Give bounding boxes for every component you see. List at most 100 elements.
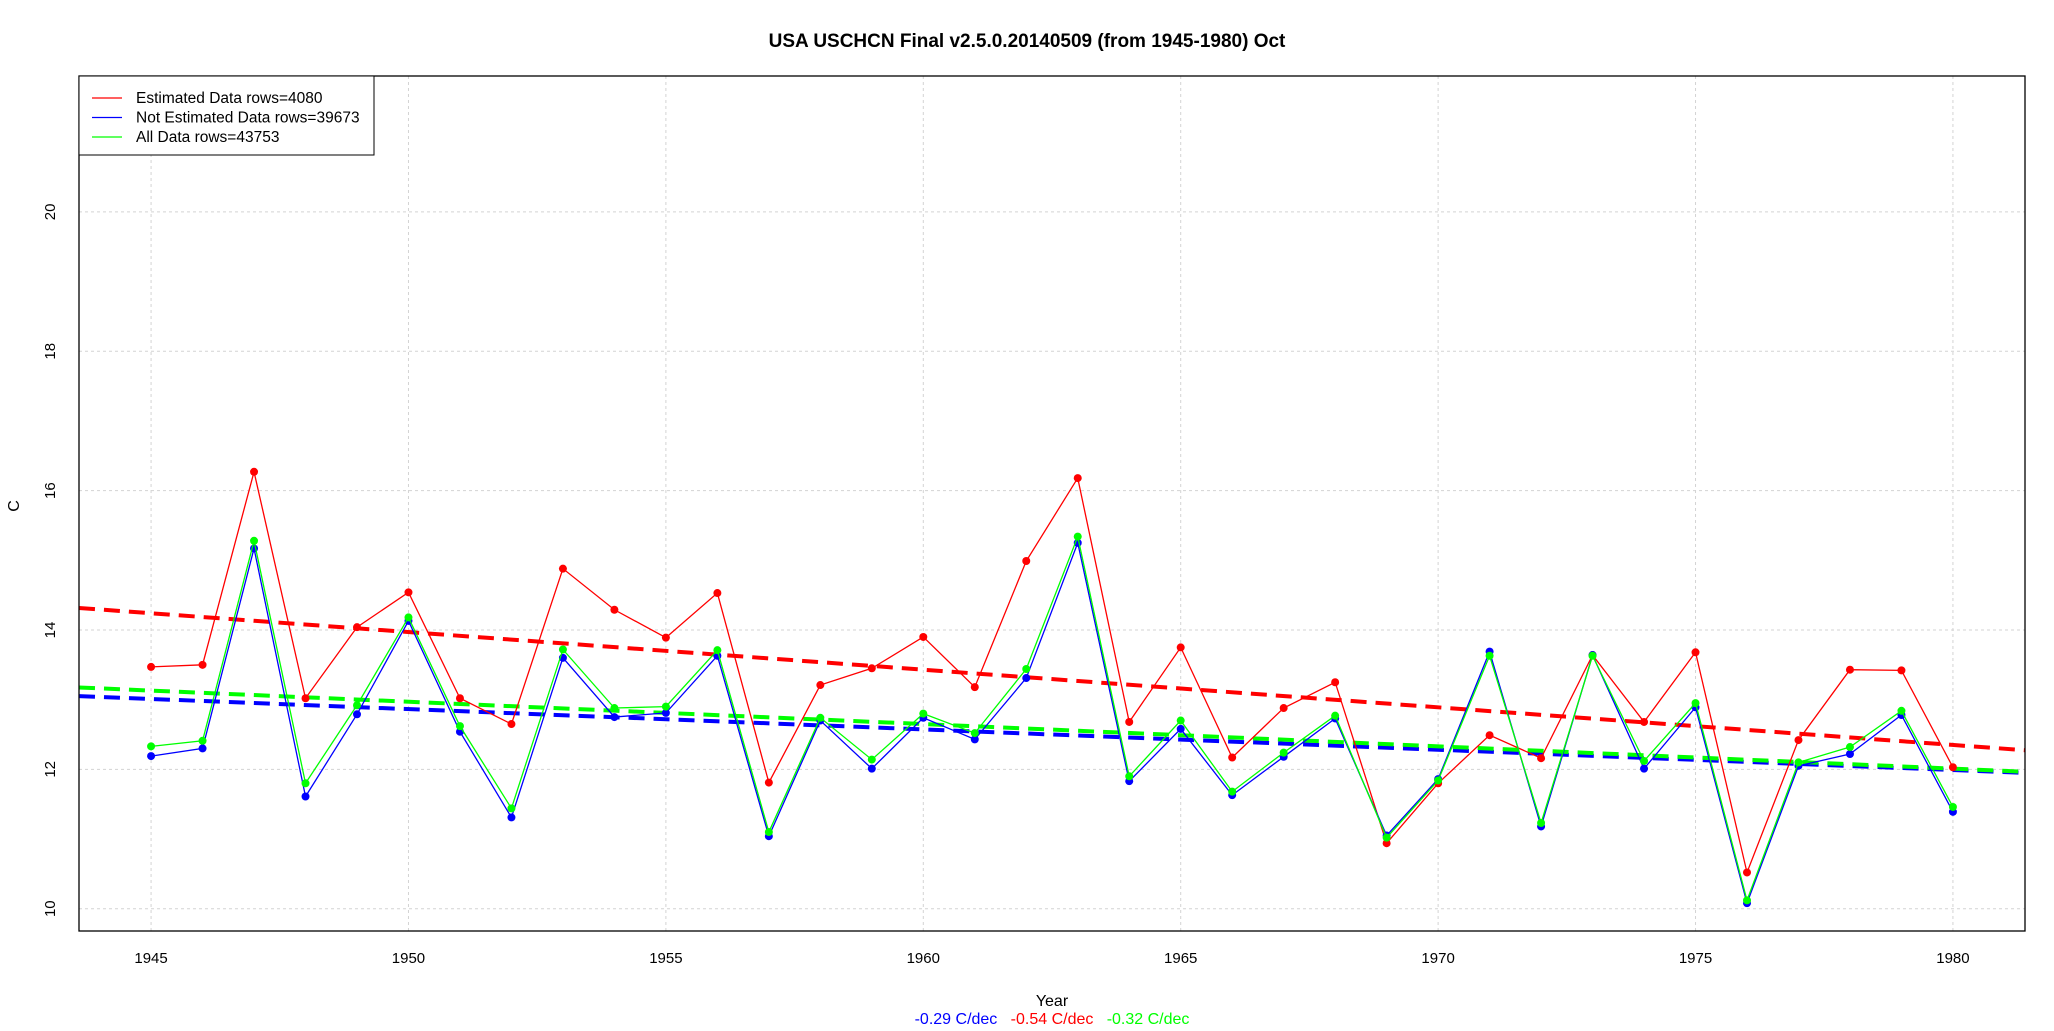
legend-label: Not Estimated Data rows=39673: [136, 110, 360, 127]
data-point: [1845, 750, 1854, 759]
data-point: [1640, 717, 1649, 726]
data-point: [1382, 839, 1391, 848]
y-tick-label: 20: [42, 204, 59, 221]
data-point: [1948, 763, 1957, 772]
y-tick-label: 16: [42, 482, 59, 499]
data-point: [661, 633, 670, 642]
x-tick-label: 1945: [134, 950, 167, 967]
data-point: [1845, 665, 1854, 674]
series-line: [150, 540, 1954, 906]
data-point: [1897, 666, 1906, 675]
data-point: [1073, 474, 1082, 483]
data-point: [610, 713, 619, 722]
data-point: [1537, 754, 1546, 763]
data-point: [301, 779, 310, 788]
data-point: [816, 681, 825, 690]
x-tick-label: 1970: [1421, 950, 1454, 967]
trend-label: -0.54 C/dec: [997, 1011, 1093, 1026]
data-point: [764, 828, 773, 837]
trend-label: -0.29 C/dec: [915, 1011, 998, 1026]
y-tick-label: 18: [42, 343, 59, 360]
x-tick-label: 1960: [907, 950, 940, 967]
y-tick-label: 14: [42, 622, 59, 639]
series-2: [147, 532, 1957, 905]
data-point: [1897, 706, 1906, 715]
data-point: [558, 564, 567, 573]
trend-label: -0.32 C/dec: [1093, 1011, 1189, 1026]
data-point: [404, 613, 413, 622]
data-point: [1640, 756, 1649, 765]
data-point: [1794, 736, 1803, 745]
data-point: [919, 632, 928, 641]
data-point: [250, 467, 259, 476]
data-point: [1485, 731, 1494, 740]
data-point: [1022, 556, 1031, 565]
data-point: [301, 694, 310, 703]
data-point: [1948, 802, 1957, 811]
data-point: [1743, 896, 1751, 905]
data-point: [507, 720, 516, 729]
x-tick-label: 1955: [649, 950, 682, 967]
data-point: [1691, 699, 1700, 708]
data-point: [1691, 648, 1700, 657]
data-point: [558, 645, 567, 654]
legend: Estimated Data rows=4080 Not Estimated Da…: [78, 75, 375, 156]
y-tick-label: 12: [42, 761, 59, 778]
data-point: [661, 708, 670, 717]
series-lines: [147, 467, 1957, 908]
data-point: [713, 589, 722, 598]
data-point: [1176, 724, 1185, 733]
x-tick-label: 1980: [1936, 950, 1969, 967]
data-point: [1125, 772, 1134, 781]
y-axis: 10 12 14 16 18 20: [42, 204, 59, 918]
x-tick-label: 1975: [1679, 950, 1712, 967]
y-axis-label: C: [6, 500, 23, 512]
legend-box: [78, 75, 375, 156]
data-point: [1279, 704, 1288, 713]
data-point: [1022, 674, 1031, 683]
x-tick-label: 1950: [392, 950, 425, 967]
data-point: [1125, 717, 1134, 726]
data-point: [867, 664, 876, 673]
data-point: [147, 752, 156, 761]
trend-lines: [78, 605, 2026, 775]
data-point: [713, 646, 722, 655]
series-line: [151, 471, 1954, 875]
data-point: [455, 722, 464, 731]
x-tick-label: 1965: [1164, 950, 1197, 967]
data-point: [404, 588, 413, 597]
data-point: [1279, 748, 1288, 757]
data-point: [507, 804, 516, 813]
series-line: [151, 534, 1954, 903]
trend-line: [78, 694, 2026, 775]
data-point: [455, 694, 464, 703]
data-point: [816, 713, 825, 722]
data-point: [919, 709, 928, 718]
grid: [79, 76, 2025, 931]
trend-subtitle: -0.29 C/dec -0.54 C/dec -0.32 C/dec: [915, 1011, 1190, 1026]
x-axis: 1945 1950 1955 1960 1965 1970 1975 1980: [134, 950, 1969, 967]
series-1: [147, 538, 1957, 908]
data-point: [353, 710, 361, 719]
data-point: [1228, 753, 1237, 762]
y-tick-label: 10: [42, 900, 59, 917]
data-point: [1845, 743, 1854, 752]
data-point: [507, 813, 516, 822]
data-point: [147, 662, 156, 671]
data-point: [1228, 787, 1237, 796]
data-point: [970, 683, 979, 692]
legend-label: Estimated Data rows=4080: [136, 90, 323, 107]
data-point: [610, 704, 619, 713]
data-point: [1588, 651, 1597, 660]
data-point: [1794, 758, 1803, 767]
data-point: [867, 755, 876, 764]
series-0: [147, 467, 1957, 877]
data-point: [1434, 776, 1443, 785]
data-point: [970, 729, 979, 738]
legend-label: All Data rows=43753: [136, 129, 279, 146]
data-point: [1331, 711, 1340, 720]
x-axis-label: Year: [1036, 993, 1069, 1010]
data-point: [353, 623, 361, 632]
data-point: [1022, 664, 1031, 673]
